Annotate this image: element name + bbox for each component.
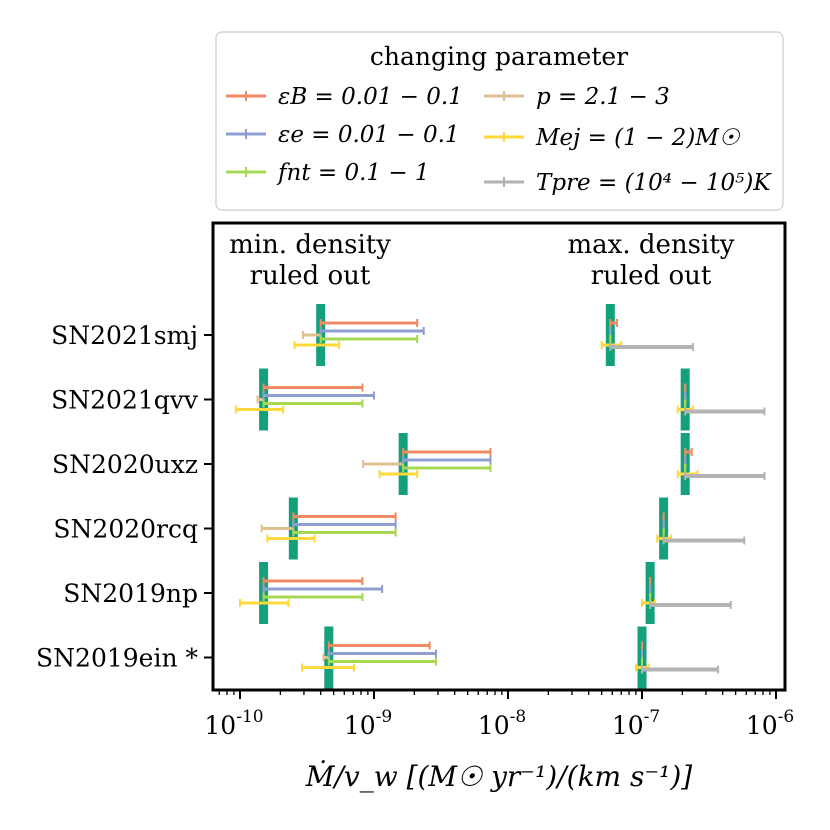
min-range-fnt bbox=[319, 335, 419, 343]
min-range-epsB bbox=[292, 512, 397, 521]
max-density-annotation-line2: ruled out bbox=[591, 261, 712, 291]
y-tick-label: SN2020uxz bbox=[52, 450, 198, 479]
max-range-Tpre bbox=[662, 536, 746, 545]
min-density-annotation-line1: min. density bbox=[229, 230, 391, 260]
plot-frame bbox=[211, 221, 787, 692]
y-tick-label: SN2021qvv bbox=[51, 386, 199, 415]
min-density-annotation-line2: ruled out bbox=[250, 261, 371, 291]
legend-item-Mej: Mej = (1 − 2)M☉ bbox=[484, 125, 741, 151]
legend-item-p: p = 2.1 − 3 bbox=[484, 84, 670, 110]
x-tick-label: 10-6 bbox=[746, 707, 794, 740]
legend-label-epsB: εB = 0.01 − 0.1 bbox=[278, 84, 463, 110]
legend-label-epse: εe = 0.01 − 0.1 bbox=[278, 122, 460, 148]
min-range-epse bbox=[319, 327, 425, 335]
row-sn2019np: SN2019np bbox=[63, 562, 732, 624]
legend: changing parameter εB = 0.01 − 0.1 p = 2.… bbox=[215, 31, 784, 211]
min-range-fnt bbox=[327, 657, 437, 666]
legend-label-Mej: Mej = (1 − 2)M☉ bbox=[535, 125, 741, 151]
legend-title: changing parameter bbox=[370, 42, 628, 71]
max-range-epsB bbox=[684, 448, 693, 456]
legend-item-Tpre: Tpre = (10⁴ − 10⁵)K bbox=[484, 170, 772, 196]
legend-label-p: p = 2.1 − 3 bbox=[536, 84, 670, 110]
row-sn2019ein: SN2019ein * bbox=[36, 626, 720, 689]
max-range-epsB bbox=[609, 319, 618, 327]
max-range-Tpre bbox=[641, 665, 720, 674]
min-range-fnt bbox=[262, 593, 364, 601]
min-range-Mej bbox=[293, 341, 341, 349]
x-tick-label: 10-9 bbox=[344, 707, 392, 740]
row-sn2021smj: SN2021smj bbox=[51, 304, 694, 366]
y-tick-label: SN2019ein * bbox=[36, 644, 198, 673]
min-range-Mej bbox=[234, 405, 285, 414]
max-range-Tpre bbox=[684, 407, 766, 416]
row-sn2021qvv: SN2021qvv bbox=[51, 368, 766, 431]
x-tick-label: 10-7 bbox=[612, 707, 660, 740]
min-range-fnt bbox=[402, 464, 492, 472]
min-range-epse bbox=[292, 520, 397, 529]
min-range-epsB bbox=[262, 383, 364, 392]
x-axis-label: Ṁ/v_w [(M☉ yr⁻¹)/(km s⁻¹)] bbox=[305, 760, 693, 793]
min-range-epse bbox=[402, 456, 492, 464]
y-tick-label: SN2020rcq bbox=[53, 515, 198, 544]
min-range-Mej bbox=[378, 470, 419, 478]
min-range-epsB bbox=[319, 319, 419, 327]
min-range-Mej bbox=[300, 663, 356, 672]
legend-label-Tpre: Tpre = (10⁴ − 10⁵)K bbox=[536, 170, 772, 196]
min-range-Mej bbox=[239, 599, 290, 607]
row-sn2020uxz: SN2020uxz bbox=[52, 433, 766, 495]
legend-frame bbox=[215, 31, 784, 211]
min-range-epse bbox=[262, 585, 384, 593]
y-tick-label: SN2019np bbox=[63, 579, 198, 608]
legend-item-epsB: εB = 0.01 − 0.1 bbox=[226, 84, 463, 110]
min-range-epsB bbox=[327, 641, 431, 650]
row-sn2020rcq: SN2020rcq bbox=[53, 497, 746, 560]
min-range-fnt bbox=[292, 528, 397, 537]
max-range-Tpre bbox=[649, 601, 732, 609]
min-range-epsB bbox=[262, 577, 364, 585]
max-density-annotation-line1: max. density bbox=[568, 230, 735, 260]
min-range-epse bbox=[327, 649, 437, 658]
min-range-epsB bbox=[402, 448, 492, 456]
legend-item-fnt: fnt = 0.1 − 1 bbox=[226, 160, 430, 186]
max-range-Tpre bbox=[609, 343, 694, 351]
legend-label-fnt: fnt = 0.1 − 1 bbox=[276, 160, 430, 186]
min-range-Mej bbox=[266, 534, 316, 543]
y-tick-label: SN2021smj bbox=[51, 321, 198, 350]
x-tick-label: 10-10 bbox=[204, 707, 263, 740]
max-range-Tpre bbox=[684, 472, 766, 480]
min-range-fnt bbox=[262, 399, 364, 408]
legend-item-epse: εe = 0.01 − 0.1 bbox=[226, 122, 460, 148]
min-range-epse bbox=[262, 391, 375, 400]
x-tick-label: 10-8 bbox=[478, 707, 526, 740]
